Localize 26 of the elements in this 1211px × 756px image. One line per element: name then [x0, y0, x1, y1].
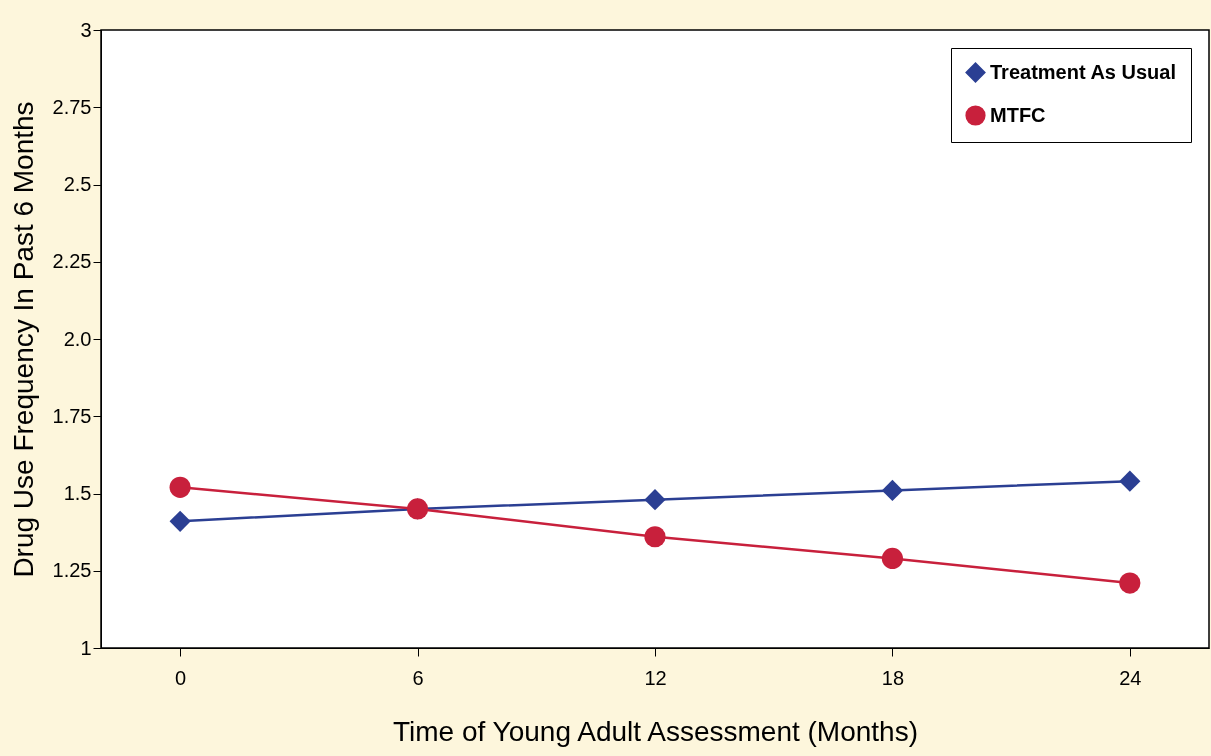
point: [881, 547, 904, 569]
y-tick-label: 2.0: [63, 327, 92, 350]
legend-label: Treatment As Usual: [990, 60, 1176, 83]
legend-label: MTFC: [990, 103, 1046, 126]
y-tick-label: 1.5: [63, 482, 92, 504]
point: [644, 526, 666, 548]
y-tick-label: 2.5: [63, 173, 92, 195]
x-axis-title: Time of Young Adult Assessment (Months): [392, 715, 919, 747]
y-tick-label: 3: [80, 18, 92, 41]
y-tick-label: 2.25: [52, 250, 92, 273]
point: [1119, 470, 1141, 492]
x-tick-label: 12: [644, 666, 667, 689]
x-tick-label: 0: [175, 666, 187, 689]
y-axis-title: Drug Use Frequency In Past 6 Months: [7, 101, 39, 578]
y-tick-label: 1.25: [52, 559, 92, 582]
point: [169, 476, 191, 498]
y-tick-label: 1.75: [52, 404, 92, 427]
point: [169, 510, 191, 532]
x-tick-label: 6: [412, 666, 424, 689]
point: [644, 489, 666, 511]
point: [881, 479, 904, 502]
y-tick-label: 2.75: [52, 95, 92, 118]
point: [1119, 572, 1141, 594]
x-tick-label: 18: [881, 666, 905, 689]
x-tick-label: 24: [1119, 666, 1142, 689]
y-tick-label: 1: [80, 636, 92, 659]
